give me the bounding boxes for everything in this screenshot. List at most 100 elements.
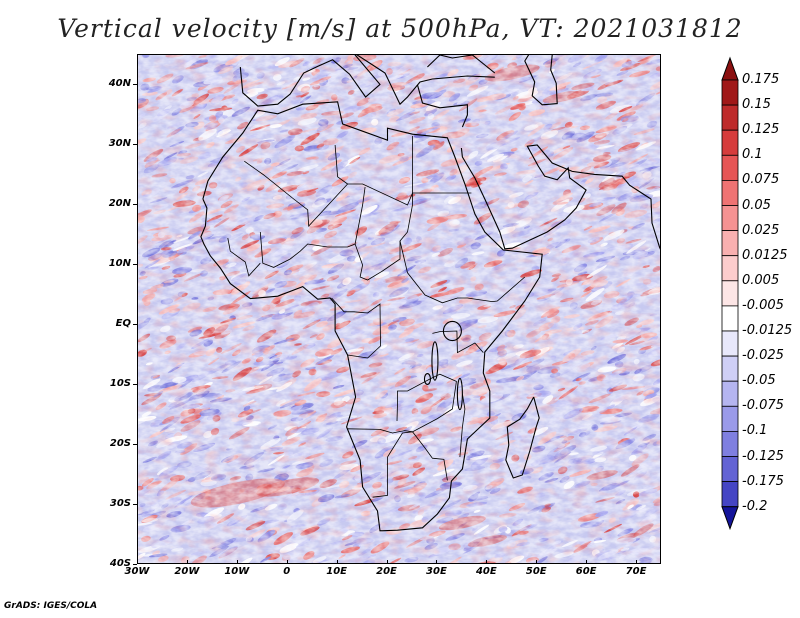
lat-label: 10N: [108, 258, 131, 269]
lon-tick: [186, 560, 188, 564]
lon-label: 0: [283, 566, 291, 577]
lon-label: 20W: [174, 566, 200, 577]
colorbar-top-arrow: [721, 56, 739, 81]
colorbar-swatch: [721, 280, 739, 307]
texture-red: [138, 55, 660, 563]
madagascar-coastline: [505, 396, 540, 479]
country-border: [399, 136, 526, 304]
africa-coastline: [200, 101, 543, 532]
colorbar-swatch: [721, 104, 739, 131]
colorbar-label: -0.075: [742, 398, 784, 414]
colorbar-swatch: [721, 255, 739, 282]
lon-label: 30W: [124, 566, 150, 577]
country-border: [354, 186, 401, 281]
lat-tick: [133, 564, 137, 565]
lon-label: 10W: [224, 566, 250, 577]
country-border: [459, 393, 466, 458]
colorbar-label: -0.025: [742, 348, 784, 364]
colorbar-swatch: [721, 430, 739, 457]
colorbar-label: -0.05: [742, 373, 776, 389]
lake-outline: [442, 320, 462, 342]
lat-tick: [133, 444, 137, 445]
caspian-coastline: [524, 55, 558, 106]
europe-coastline: [239, 55, 495, 107]
lake-outline: [431, 341, 439, 381]
lon-tick: [336, 560, 338, 564]
chart-title: Vertical velocity [m/s] at 500hPa, VT: 2…: [57, 14, 743, 43]
lat-label: 20N: [108, 198, 131, 209]
country-border: [412, 431, 448, 481]
lon-tick: [636, 560, 638, 564]
lon-tick: [236, 560, 238, 564]
colorbar-label: -0.125: [742, 448, 784, 464]
colorbar-swatch: [721, 380, 739, 407]
lon-label: 50E: [525, 566, 547, 577]
lon-tick: [436, 560, 438, 564]
colorbar-label: 0.0125: [742, 247, 788, 263]
colorbar-label: -0.1: [742, 423, 768, 439]
lon-tick: [586, 560, 588, 564]
country-border: [387, 431, 413, 458]
colorbar-swatch: [721, 205, 739, 232]
lat-label: 40N: [108, 78, 131, 89]
colorbar-swatch: [721, 405, 739, 432]
lon-tick: [286, 560, 288, 564]
colorbar-label: 0.15: [742, 97, 771, 113]
lat-tick: [133, 324, 137, 325]
turkey-coastline: [416, 84, 468, 128]
lake-outline: [456, 377, 463, 411]
country-border: [432, 330, 484, 354]
colorbar-label: 0.125: [742, 122, 780, 138]
lon-tick: [137, 560, 138, 564]
lon-tick: [536, 560, 538, 564]
lat-tick: [133, 384, 137, 385]
black-sea-coastline: [427, 55, 496, 74]
country-border: [259, 231, 356, 268]
colorbar-label: 0.175: [742, 72, 780, 87]
lat-label: 30N: [108, 138, 131, 149]
lat-tick: [133, 504, 137, 505]
colorbar-label: 0.005: [742, 272, 780, 288]
colorbar-label: 0.1: [742, 147, 763, 163]
arabia-coastline: [460, 144, 660, 250]
colorbar-swatch: [721, 305, 739, 332]
colorbar-swatch: [721, 79, 739, 106]
country-border: [372, 457, 388, 498]
lon-tick: [386, 560, 388, 564]
colorbar-label: 0.025: [742, 222, 780, 238]
lat-tick: [133, 84, 137, 85]
lat-label: 20S: [109, 438, 131, 449]
colorbar-label: -0.005: [742, 297, 784, 313]
colorbar-bottom-arrow: [721, 506, 739, 531]
colorbar-label: 0.05: [742, 197, 771, 213]
lat-label: 40S: [109, 558, 131, 569]
colorbar-label: -0.0125: [742, 323, 793, 338]
lat-label: EQ: [115, 318, 131, 329]
country-border: [227, 237, 261, 277]
lon-label: 30E: [426, 566, 447, 577]
lat-label: 10S: [109, 378, 131, 389]
lon-label: 40E: [475, 566, 497, 577]
colorbar-swatch: [721, 129, 739, 156]
country-border: [331, 297, 381, 359]
country-border: [334, 144, 348, 185]
colorbar: [721, 56, 739, 531]
colorbar-swatch: [721, 180, 739, 206]
lon-label: 10E: [326, 566, 347, 577]
footer-credit: GrADS: IGES/COLA: [4, 601, 98, 611]
lon-tick: [486, 560, 488, 564]
colorbar-label: 0.075: [742, 172, 780, 188]
lat-tick: [133, 204, 137, 205]
colorbar-swatch: [721, 154, 739, 181]
map-frame: [137, 54, 661, 564]
colorbar-label: -0.2: [742, 498, 768, 514]
lat-tick: [133, 264, 137, 265]
country-border: [244, 160, 472, 227]
colorbar-swatch: [721, 230, 739, 257]
colorbar-swatch: [721, 481, 739, 508]
lat-tick: [133, 144, 137, 145]
lake-outline: [423, 373, 431, 385]
coastlines: [200, 55, 660, 532]
colorbar-label: -0.175: [742, 473, 784, 489]
country-border: [347, 373, 457, 434]
